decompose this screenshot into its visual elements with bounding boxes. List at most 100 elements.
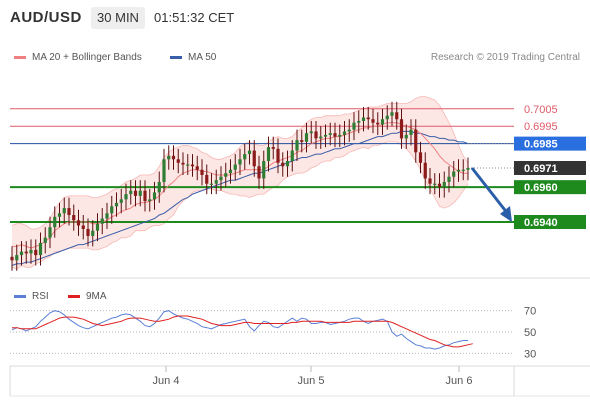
candle-body <box>119 199 123 203</box>
candle-body <box>328 133 332 135</box>
candle-body <box>34 249 38 256</box>
candle-body <box>404 134 408 139</box>
candle-body <box>285 161 290 167</box>
candle-body <box>67 208 71 216</box>
candle-body <box>219 176 223 181</box>
level-badge-s2 <box>514 215 586 229</box>
candle-body <box>347 129 351 132</box>
rsi-legend-label: RSI <box>32 291 49 302</box>
candle-body <box>162 159 166 182</box>
level-badge-current <box>514 161 586 175</box>
time-label: 01:51:32 CET <box>154 10 235 25</box>
candle-body <box>423 162 427 179</box>
ma20-swatch <box>14 55 26 59</box>
candle-body <box>105 213 109 219</box>
bollinger-band-area <box>12 96 468 269</box>
chart-header: AUD/USD 30 MIN 01:51:32 CET <box>0 0 590 36</box>
level-badge-s1 <box>514 180 586 195</box>
timeframe-button[interactable]: 30 MIN <box>91 7 145 29</box>
level-label-current: 0.6971 <box>524 163 558 175</box>
rsi-ma-swatch <box>68 294 80 298</box>
candle-body <box>447 176 451 182</box>
candle-body <box>157 181 161 193</box>
candle-body <box>62 208 66 214</box>
candle-body <box>271 147 275 149</box>
candle-body <box>252 150 256 167</box>
candle-body <box>300 140 304 142</box>
candle-body <box>143 190 147 202</box>
candle-body <box>433 183 437 185</box>
symbol-label: AUD/USD <box>10 9 82 26</box>
candle-body <box>186 164 190 166</box>
candle-body <box>228 169 233 174</box>
candle-body <box>290 150 294 162</box>
candle-body <box>129 190 133 195</box>
candle-body <box>266 147 271 162</box>
rsi-swatch <box>14 294 26 298</box>
rsi-tick-70: 70 <box>524 306 536 318</box>
candle-body <box>461 169 465 171</box>
legend-rsi-ma: 9MA <box>68 291 107 302</box>
candle-body <box>19 251 24 256</box>
candle-body <box>43 237 47 243</box>
candle-body <box>195 166 199 170</box>
candle-body <box>76 220 81 226</box>
candle-body <box>100 218 104 224</box>
candle-body <box>38 242 43 256</box>
ma50-legend-label: MA 50 <box>188 52 217 63</box>
x-label-0: Jun 4 <box>153 375 180 387</box>
candle-body <box>53 216 57 228</box>
candle-body <box>295 140 299 151</box>
level-label-s1: 0.6960 <box>524 182 558 194</box>
candle-body <box>366 117 370 120</box>
x-label-1: Jun 5 <box>298 375 325 387</box>
candle-body <box>29 249 33 254</box>
forecast-arrow-head <box>500 206 512 222</box>
candle-body <box>124 194 128 200</box>
candle-body <box>214 180 218 184</box>
candle-body <box>148 199 152 202</box>
candle-body <box>452 171 456 177</box>
legend-rsi: RSI <box>14 291 49 302</box>
candle-body <box>414 129 418 153</box>
candle-body <box>281 162 285 167</box>
legend-ma50: MA 50 <box>170 52 216 63</box>
candle-body <box>309 131 313 134</box>
candle-body <box>190 164 195 167</box>
candle-body <box>233 164 237 170</box>
candles <box>10 101 470 271</box>
candle-body <box>81 225 85 229</box>
legend-ma20: MA 20 + Bollinger Bands <box>14 52 142 63</box>
candle-body <box>171 155 176 160</box>
candle-body <box>200 169 204 175</box>
candle-body <box>257 166 261 179</box>
candle-body <box>247 150 252 155</box>
candle-body <box>418 152 423 163</box>
candle-body <box>57 213 62 217</box>
level-label-pivot: 0.6985 <box>524 139 558 151</box>
candle-body <box>152 192 157 200</box>
ma20-legend-label: MA 20 + Bollinger Bands <box>32 52 142 63</box>
candle-body <box>456 169 461 172</box>
candle-body <box>181 162 185 165</box>
candle-body <box>352 122 356 130</box>
candle-body <box>319 136 323 139</box>
candle-body <box>385 115 389 120</box>
candle-body <box>338 134 342 137</box>
candle-body <box>428 178 432 184</box>
candle-body <box>357 120 361 123</box>
candle-body <box>95 223 100 231</box>
candle-body <box>409 129 413 135</box>
level-label-s2: 0.6940 <box>524 217 558 229</box>
x-label-2: Jun 6 <box>446 375 473 387</box>
candle-body <box>466 168 470 170</box>
level-badge-pivot <box>514 136 586 151</box>
candle-body <box>304 133 309 142</box>
candle-body <box>361 117 366 121</box>
candle-body <box>399 119 404 139</box>
candle-body <box>176 159 180 163</box>
candle-body <box>376 122 380 125</box>
candle-body <box>323 134 328 137</box>
candle-body <box>72 215 76 221</box>
